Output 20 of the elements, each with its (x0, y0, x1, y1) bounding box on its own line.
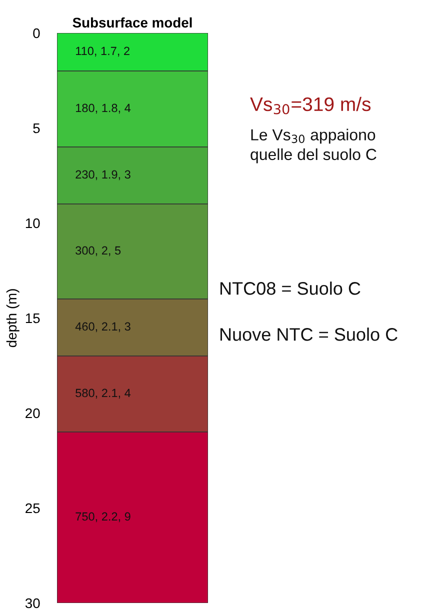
y-tick-label: 0 (33, 28, 40, 38)
text: NTC08 = Suolo C (220, 282, 360, 295)
data-label: 460, 2.1, 3 (75, 322, 130, 332)
y-tick-label: 20 (26, 408, 40, 418)
data-label: 180, 1.8, 4 (76, 104, 131, 114)
y-tick-label: 25 (26, 503, 40, 514)
text: Nuove NTC = Suolo C (220, 328, 398, 341)
y-tick-label: 15 (26, 313, 40, 324)
data-label: 750, 2.2, 9 (76, 512, 130, 522)
text: Le Vs$_{30}$ appaiono quelle del suolo C (250, 128, 376, 164)
y-tick-label: 30 (25, 598, 40, 608)
data-label: 580, 2.1, 4 (76, 388, 131, 399)
data-label: 110, 1.7, 2 (76, 46, 130, 57)
y-tick-label: 10 (26, 218, 40, 228)
text: Vs$_{30}$=319 m/s (250, 96, 371, 114)
data-label: 230, 1.9, 3 (76, 170, 130, 180)
chart-title: Subsurface model (72, 17, 192, 28)
y-tick-label: 5 (33, 123, 40, 134)
y-axis-title: depth (m) (6, 289, 20, 348)
data-label: 300, 2, 5 (76, 246, 121, 256)
